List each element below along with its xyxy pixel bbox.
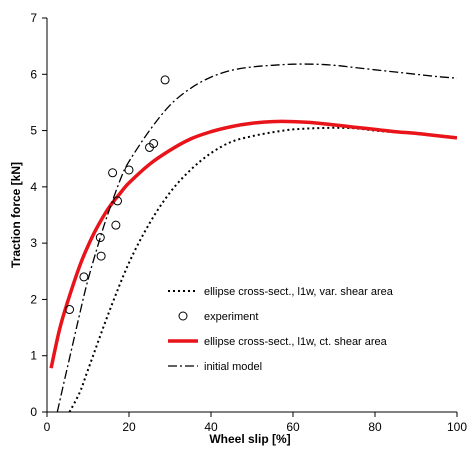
- y-axis-title: Traction force [kN]: [9, 162, 23, 268]
- data-point-4: [108, 168, 118, 178]
- y-tick-label: 6: [30, 67, 37, 81]
- data-point-2: [95, 233, 105, 243]
- series-line-0: [68, 126, 457, 412]
- plot-area: [49, 63, 457, 412]
- legend-label-0: ellipse cross-sect., l1w, var. shear are…: [204, 286, 394, 298]
- y-tick-label: 0: [30, 405, 37, 419]
- x-tick-label: 100: [447, 420, 467, 434]
- data-point-6: [113, 196, 123, 206]
- data-point-0: [65, 305, 75, 315]
- y-tick-label: 4: [30, 180, 37, 194]
- data-point-1: [79, 272, 89, 282]
- legend-marker-1: [178, 311, 188, 321]
- y-tick-label: 1: [30, 349, 37, 363]
- y-tick-label: 5: [30, 124, 37, 138]
- legend-label-3: initial model: [204, 361, 262, 373]
- legend-label-2: ellipse cross-sect., l1w, ct. shear area: [204, 336, 388, 348]
- axes: 0 20 40 60 80 100 0 1 2 3 4 5 6 7: [30, 11, 467, 434]
- data-point-7: [124, 165, 134, 175]
- x-tick-label: 60: [286, 420, 300, 434]
- x-tick-label: 20: [122, 420, 136, 434]
- legend-label-1: experiment: [204, 311, 258, 323]
- x-axis-title: Wheel slip [%]: [209, 432, 290, 446]
- series-line-2: [49, 119, 457, 369]
- data-point-5: [111, 220, 121, 230]
- legend: ellipse cross-sect., l1w, var. shear are…: [168, 286, 394, 373]
- y-tick-label: 7: [30, 11, 37, 25]
- x-tick-label: 80: [368, 420, 382, 434]
- data-point-3: [96, 251, 106, 261]
- x-tick-label: 0: [44, 420, 51, 434]
- y-tick-label: 3: [30, 236, 37, 250]
- y-tick-label: 2: [30, 292, 37, 306]
- x-tick-label: 40: [204, 420, 218, 434]
- series-line-3: [56, 63, 457, 412]
- data-point-10: [160, 75, 170, 85]
- data-point-9: [149, 139, 159, 149]
